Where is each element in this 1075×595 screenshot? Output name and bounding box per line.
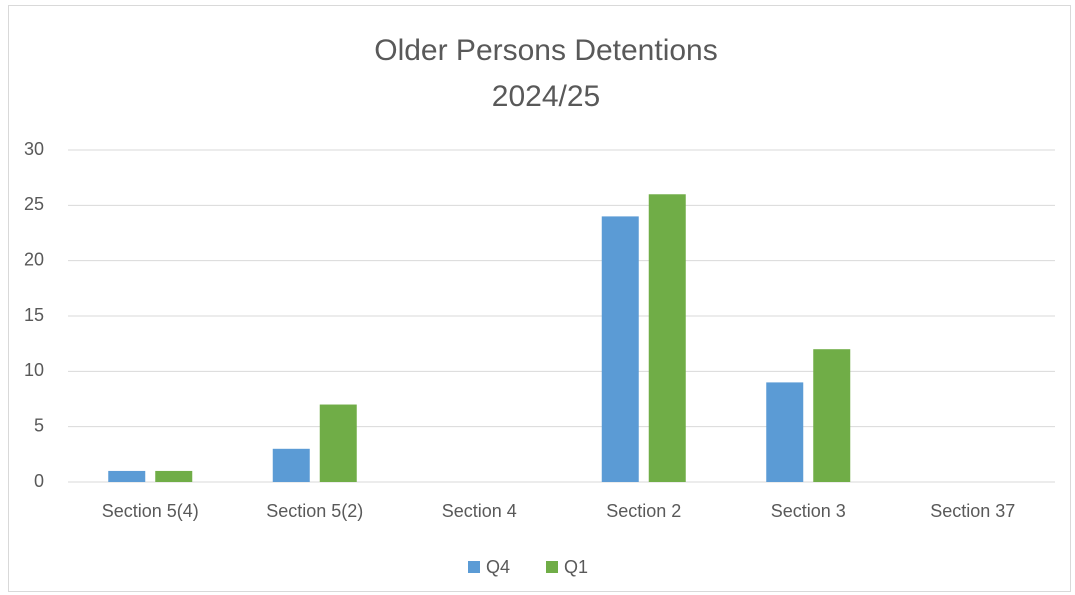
x-tick-label: Section 5(2) xyxy=(266,501,363,521)
bar xyxy=(108,470,146,482)
x-tick-label: Section 37 xyxy=(930,501,1015,521)
y-tick-label: 25 xyxy=(24,194,44,214)
chart-border xyxy=(8,5,1071,592)
bar xyxy=(766,382,804,482)
y-tick-label: 5 xyxy=(34,415,44,435)
legend-swatch xyxy=(468,561,480,573)
bar xyxy=(601,216,639,482)
x-tick-label: Section 2 xyxy=(606,501,681,521)
bar xyxy=(813,349,851,482)
bar xyxy=(319,404,357,482)
chart-title: 2024/25 xyxy=(492,80,600,113)
y-tick-label: 10 xyxy=(24,360,44,380)
y-tick-label: 20 xyxy=(24,249,44,269)
y-tick-label: 15 xyxy=(24,305,44,325)
legend-swatch xyxy=(546,561,558,573)
legend-label: Q1 xyxy=(564,557,588,577)
x-tick-label: Section 3 xyxy=(771,501,846,521)
legend-label: Q4 xyxy=(486,557,510,577)
bar xyxy=(272,448,310,482)
y-tick-label: 30 xyxy=(24,139,44,159)
y-tick-label: 0 xyxy=(34,471,44,491)
x-tick-label: Section 5(4) xyxy=(102,501,199,521)
chart-title: Older Persons Detentions xyxy=(374,34,718,67)
bar xyxy=(648,194,686,482)
x-tick-label: Section 4 xyxy=(442,501,517,521)
bar xyxy=(155,470,193,482)
